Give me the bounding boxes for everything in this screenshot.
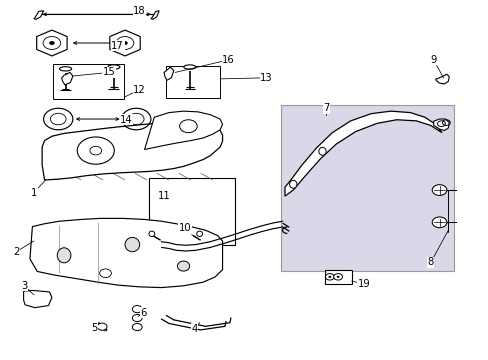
Ellipse shape	[57, 248, 71, 263]
Text: 6: 6	[140, 308, 146, 318]
Ellipse shape	[183, 65, 196, 69]
Ellipse shape	[196, 231, 202, 237]
Polygon shape	[144, 111, 222, 149]
Text: 8: 8	[427, 257, 433, 267]
Text: 12: 12	[133, 85, 146, 95]
Ellipse shape	[107, 65, 120, 69]
Ellipse shape	[125, 237, 140, 252]
Bar	[325, 270, 351, 284]
Circle shape	[132, 323, 142, 330]
Text: 7: 7	[323, 103, 329, 113]
Polygon shape	[163, 67, 173, 80]
Circle shape	[49, 41, 54, 45]
Polygon shape	[433, 119, 448, 131]
Text: 11: 11	[157, 191, 170, 201]
Text: 10: 10	[178, 224, 191, 233]
Ellipse shape	[60, 67, 72, 71]
Polygon shape	[151, 11, 159, 19]
Ellipse shape	[177, 261, 189, 271]
Text: 2: 2	[13, 247, 20, 257]
Circle shape	[100, 269, 111, 278]
Circle shape	[132, 315, 142, 321]
Circle shape	[132, 306, 142, 313]
Circle shape	[328, 276, 330, 278]
Text: 14: 14	[120, 115, 133, 125]
Text: 3: 3	[21, 281, 27, 291]
Polygon shape	[37, 30, 67, 56]
Polygon shape	[30, 219, 222, 288]
Circle shape	[325, 274, 333, 280]
Bar	[149, 178, 234, 244]
Circle shape	[97, 323, 107, 330]
Text: 17: 17	[111, 41, 124, 50]
Polygon shape	[34, 11, 43, 19]
Polygon shape	[23, 291, 52, 308]
Polygon shape	[110, 30, 140, 56]
Polygon shape	[285, 111, 441, 196]
Circle shape	[431, 217, 446, 228]
Text: 13: 13	[260, 73, 272, 83]
Text: 9: 9	[429, 55, 436, 65]
Text: 1: 1	[31, 188, 37, 198]
Ellipse shape	[289, 180, 296, 188]
Polygon shape	[435, 74, 448, 84]
Polygon shape	[42, 123, 222, 180]
Bar	[281, 105, 453, 271]
Circle shape	[336, 276, 339, 278]
Circle shape	[333, 274, 342, 280]
Text: 5: 5	[91, 323, 97, 333]
Text: 19: 19	[357, 279, 369, 289]
Circle shape	[431, 185, 446, 195]
Text: 16: 16	[222, 55, 234, 65]
Text: 15: 15	[102, 67, 115, 77]
Polygon shape	[61, 72, 73, 85]
Text: 18: 18	[133, 6, 146, 17]
Ellipse shape	[318, 147, 325, 155]
Circle shape	[122, 41, 127, 45]
Text: 4: 4	[191, 324, 198, 334]
Ellipse shape	[149, 231, 155, 237]
